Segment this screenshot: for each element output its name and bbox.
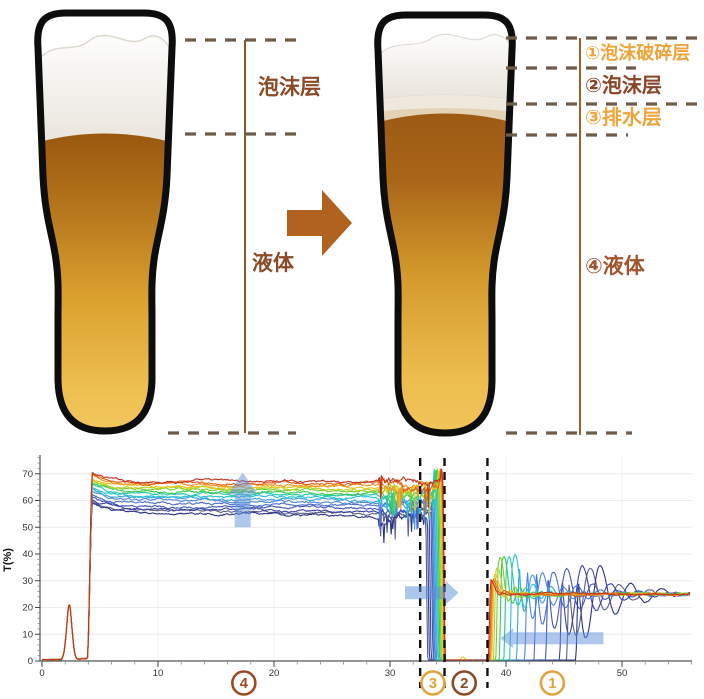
right-layer3-label: ③排水层 xyxy=(585,107,662,129)
x-tick-label: 10 xyxy=(153,668,164,679)
right-glass-foam-layer xyxy=(377,95,513,112)
left-glass xyxy=(30,6,180,438)
right-glass xyxy=(370,8,520,440)
stage-marker-number: 2 xyxy=(460,675,468,692)
x-tick-label: 20 xyxy=(269,668,280,679)
left-liquid-label: 液体 xyxy=(252,252,294,275)
y-tick-label: 60 xyxy=(22,496,33,507)
stage-marker-4: 4 xyxy=(231,670,257,696)
beer-glass-illustration xyxy=(0,0,700,450)
series-line xyxy=(41,468,691,661)
series-line xyxy=(42,469,691,661)
chart-series xyxy=(41,468,691,661)
y-tick-label: 20 xyxy=(22,603,33,614)
series-line xyxy=(41,470,690,661)
series-line xyxy=(42,469,691,661)
stage-boundary-dashlines xyxy=(418,458,489,688)
transmission-chart: 0 10 20 30 40 50 60 70 0 10 20 30 40 50 T(%) 4 3 2 1 xyxy=(2,455,692,696)
y-tick-label: 40 xyxy=(22,549,33,560)
x-tick-label: 30 xyxy=(385,668,396,679)
x-tick-label: 50 xyxy=(617,668,628,679)
right-layer2-label: ②泡沫层 xyxy=(585,75,662,97)
right-dash-group xyxy=(506,36,700,435)
right-layer4-label: ④液体 xyxy=(585,255,645,278)
series-line xyxy=(42,468,691,661)
right-glass-drainage-layer xyxy=(377,108,513,126)
stage-marker-number: 1 xyxy=(548,675,556,692)
stage-marker-3: 3 xyxy=(420,670,446,696)
stage-marker-number: 3 xyxy=(429,675,437,692)
left-glass-liquid xyxy=(37,133,173,431)
series-line xyxy=(41,490,691,661)
chart-arrows xyxy=(227,472,604,649)
right-layer1-label: ①泡沫破碎层 xyxy=(585,43,691,63)
stage-marker-2: 2 xyxy=(451,670,478,696)
left-dash-group xyxy=(168,38,296,435)
series-line xyxy=(42,498,690,661)
chart-axes: 0 10 20 30 40 50 60 70 0 10 20 30 40 50 T(%) xyxy=(2,455,692,679)
y-tick-label: 50 xyxy=(22,522,33,533)
x-tick-label: 40 xyxy=(501,668,512,679)
y-tick-label: 10 xyxy=(22,629,33,640)
left-foam-label: 泡沫层 xyxy=(258,76,321,99)
stage-marker-1: 1 xyxy=(539,670,566,696)
stage-marker-number: 4 xyxy=(240,675,249,692)
x-tick-label: 0 xyxy=(39,668,44,679)
y-tick-label: 70 xyxy=(22,469,33,480)
series-line xyxy=(41,469,691,661)
up-arrow xyxy=(227,472,258,528)
y-axis-label: T(%) xyxy=(2,548,14,572)
y-tick-label: 30 xyxy=(22,576,33,587)
left-glass-foam-layer xyxy=(37,34,173,147)
series-line xyxy=(41,502,691,661)
series-line xyxy=(41,495,691,661)
transform-arrow xyxy=(287,190,352,256)
right-arrow xyxy=(405,580,459,605)
left-arrow xyxy=(500,628,604,649)
y-tick-label: 0 xyxy=(28,656,33,667)
right-glass-liquid xyxy=(377,113,513,433)
